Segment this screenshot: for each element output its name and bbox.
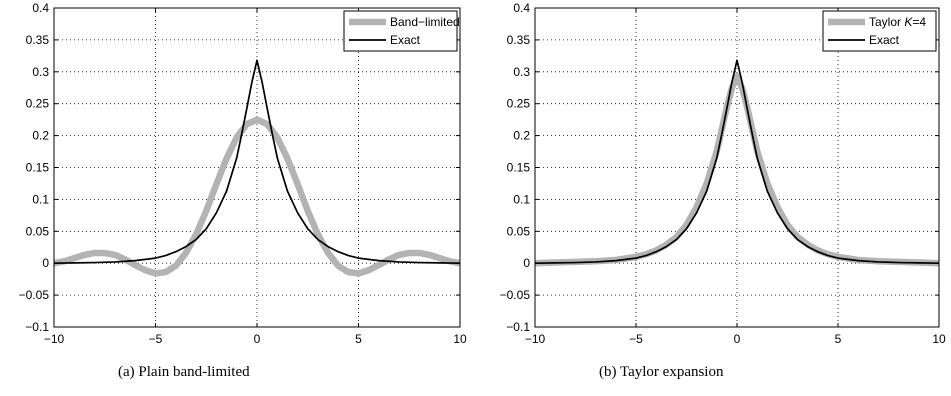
y-tick-label: −0.05 (500, 288, 531, 302)
y-tick-label: 0.4 (32, 1, 49, 15)
y-tick-label: −0.05 (19, 288, 50, 302)
x-tick-label: 5 (355, 332, 362, 346)
y-tick-label: 0.2 (32, 129, 49, 143)
y-tick-label: 0.05 (26, 224, 50, 238)
y-tick-label: 0 (523, 256, 530, 270)
y-tick-label: 0 (42, 256, 49, 270)
y-tick-label: −0.1 (25, 320, 49, 334)
x-tick-label: −10 (525, 332, 546, 346)
series-line-approx (54, 116, 460, 277)
y-tick-label: 0.35 (507, 33, 531, 47)
x-tick-label: 5 (835, 332, 842, 346)
legend-box (343, 10, 458, 52)
chart-panel-b: −10 −5 0 5 10 −0.1 −0.05 0 0.05 0.1 0.15 0.2 0.25 0.3… (500, 1, 946, 346)
x-tick-label: 10 (932, 332, 946, 346)
y-tick-label: 0.4 (513, 1, 530, 15)
legend-label: Band−limited (390, 15, 460, 29)
legend: Taylor K=4 Exact (822, 10, 937, 52)
series-line-exact (54, 59, 460, 265)
y-tick-label: 0.3 (32, 65, 49, 79)
legend-label: Exact (390, 33, 421, 47)
series-line-approx (535, 73, 939, 267)
y-tick-label: 0.1 (513, 192, 530, 206)
x-tick-label: 10 (453, 332, 467, 346)
x-tick-label: −10 (44, 332, 65, 346)
chart-panel-a: −10 −5 0 5 10 −0.1 −0.05 0 0.05 0.1 0.15 0.2 0.25 0.3… (19, 1, 467, 346)
y-tick-label: 0.25 (26, 97, 50, 111)
x-tick-label: 0 (254, 332, 261, 346)
legend-box (822, 10, 937, 52)
caption-plain-band-limited: (a) Plain band-limited (118, 364, 250, 380)
y-tick-label: 0.25 (507, 97, 531, 111)
x-tick-label: 0 (734, 332, 741, 346)
legend: Band−limited Exact (343, 10, 460, 52)
x-tick-label: −5 (629, 332, 643, 346)
legend-label: Exact (869, 33, 900, 47)
y-tick-label: 0.3 (513, 65, 530, 79)
y-tick-label: 0.1 (32, 192, 49, 206)
x-tick-label: −5 (149, 332, 163, 346)
y-tick-label: 0.2 (513, 129, 530, 143)
y-tick-label: 0.35 (26, 33, 50, 47)
y-tick-label: −0.1 (506, 320, 530, 334)
y-tick-label: 0.15 (507, 161, 531, 175)
y-tick-label: 0.15 (26, 161, 50, 175)
series-line-exact (535, 59, 939, 265)
caption-taylor-expansion: (b) Taylor expansion (599, 364, 724, 380)
y-tick-label: 0.05 (507, 224, 531, 238)
legend-label: Taylor K=4 (869, 15, 926, 29)
